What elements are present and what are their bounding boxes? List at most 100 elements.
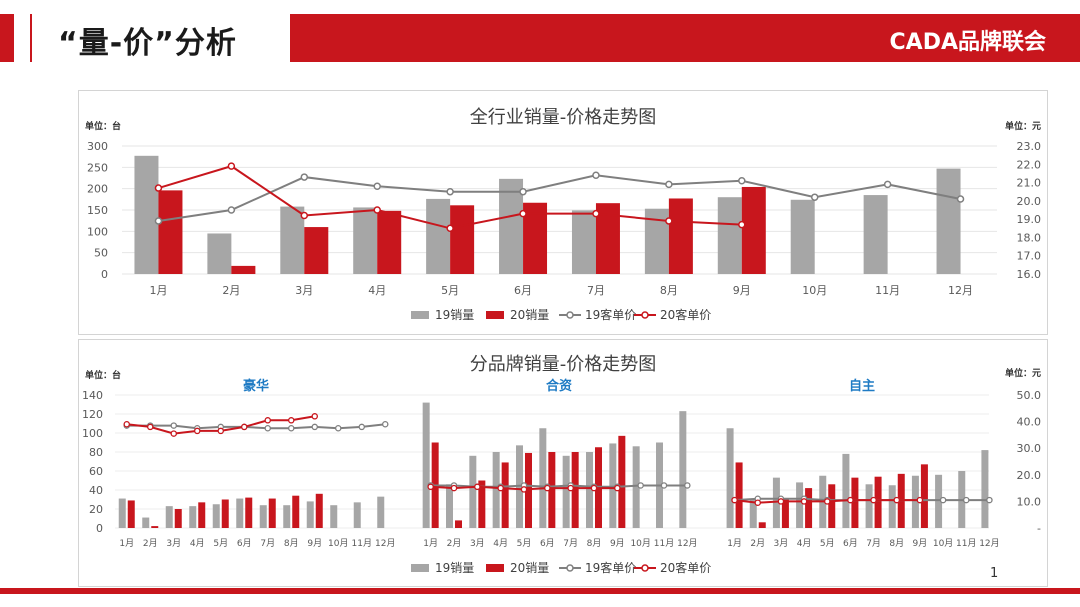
y-tick-label: 40 (89, 484, 103, 497)
x-tick-label: 10月 (630, 538, 650, 549)
x-tick-label: 5月 (213, 538, 228, 549)
bar-19-sales (499, 178, 524, 274)
bar-19-sales (571, 210, 596, 274)
line-20-unit-price-point (824, 498, 831, 505)
legend-label: 20销量 (510, 561, 549, 575)
group-label: 合资 (546, 378, 572, 394)
y2-tick-label: 19.0 (1017, 213, 1042, 226)
bar-19-sales (749, 498, 757, 528)
legend-swatch (566, 564, 574, 572)
legend-label: 19客单价 (585, 307, 636, 322)
y2-tick-label: 30.0 (1017, 442, 1042, 455)
x-tick-label: 1月 (149, 284, 167, 297)
line-19-unit-price-point (810, 193, 819, 201)
line-20-unit-price-point (497, 484, 504, 492)
x-tick-label: 8月 (889, 538, 904, 549)
line-20-unit-price-point (450, 484, 458, 492)
line-19-unit-price-point (956, 195, 965, 203)
line-19-unit-price-point (287, 425, 295, 432)
bar-20-sales (268, 498, 276, 528)
y2-tick-label: 23.0 (1017, 140, 1042, 153)
group-label: 豪华 (243, 378, 269, 394)
x-tick-label: 12月 (979, 538, 999, 549)
x-tick-label: 8月 (587, 538, 602, 549)
line-20-unit-price-point (665, 217, 673, 225)
x-tick-label: 3月 (166, 538, 181, 549)
line-20-unit-price-point (777, 498, 785, 505)
bar-19-sales (446, 484, 453, 528)
bar-19-sales (842, 453, 850, 528)
bar-19-sales (353, 207, 378, 274)
x-tick-label: 2月 (447, 538, 462, 549)
bar-19-sales (539, 428, 547, 528)
line-19-unit-price-point (446, 187, 454, 196)
x-tick-label: 11月 (956, 538, 976, 549)
line-19-unit-price-point (684, 482, 691, 489)
line-20-unit-price-point (446, 224, 454, 233)
line-19-unit-price-point (311, 423, 318, 431)
page-number: 1 (990, 566, 999, 581)
bar-20-sales (571, 452, 579, 528)
x-tick-label: 6月 (514, 284, 532, 297)
bar-19-sales (426, 198, 451, 274)
y-tick-label: 120 (82, 408, 103, 421)
bar-20-sales (618, 435, 626, 528)
line-19-unit-price-point (154, 217, 163, 225)
x-tick-label: 11月 (654, 538, 674, 549)
line-20-unit-price-point (373, 206, 381, 214)
bar-19-sales (632, 446, 640, 528)
line-19-unit-price-point (264, 425, 271, 432)
y-tick-label: 140 (82, 389, 103, 402)
bar-20-sales (127, 500, 135, 528)
bar-19-sales (888, 485, 896, 528)
bar-20-sales (174, 509, 182, 528)
bar-20-sales (828, 484, 836, 528)
line-20-unit-price-point (311, 413, 318, 420)
legend-label: 19销量 (435, 308, 474, 322)
line-20-unit-price-point (300, 211, 309, 220)
y-axis-unit-label: 单位：台 (85, 369, 121, 381)
x-tick-label: 2月 (750, 538, 765, 549)
line-19-unit-price-point (939, 496, 947, 504)
line-20-unit-price-point (567, 484, 574, 492)
line-20-unit-price-point (240, 423, 248, 431)
bar-20-sales (668, 198, 693, 274)
line-20-unit-price-point (847, 496, 854, 504)
line-20-unit-price-point (123, 421, 131, 428)
bar-19-sales (283, 505, 291, 528)
bar-20-sales (851, 477, 859, 528)
x-tick-label: 8月 (660, 284, 678, 297)
line-19-unit-price-point (665, 180, 673, 189)
bar-20-sales (501, 462, 509, 528)
legend-swatch (641, 564, 649, 572)
y-tick-label: 150 (87, 204, 108, 217)
bar-20-sales (758, 522, 766, 528)
x-tick-label: 2月 (143, 538, 158, 549)
bar-19-sales (609, 443, 617, 528)
bar-20-sales (455, 520, 462, 528)
line-19-unit-price-point (373, 182, 381, 190)
x-tick-label: 4月 (190, 538, 205, 549)
bar-19-sales (422, 402, 430, 528)
line-20-unit-price-point (592, 209, 600, 218)
bar-19-sales (207, 233, 232, 274)
line-20-unit-price-point (738, 220, 746, 229)
x-tick-label: 7月 (587, 284, 605, 297)
line-20-unit-price-point (227, 162, 236, 170)
y-tick-label: 250 (87, 161, 108, 174)
y2-tick-label: 40.0 (1017, 416, 1042, 429)
bar-20-sales (781, 499, 789, 528)
x-tick-label: 1月 (119, 538, 134, 549)
legend-swatch (486, 311, 504, 319)
y2-tick-label: - (1037, 522, 1041, 535)
x-tick-label: 8月 (284, 538, 299, 549)
y2-tick-label: 21.0 (1017, 177, 1042, 190)
line-20-unit-price-point (194, 427, 201, 435)
line-20-unit-price-point (544, 484, 551, 492)
line-19-unit-price-point (963, 496, 970, 504)
y-tick-label: 60 (89, 465, 103, 478)
brand-banner: CADA品牌联会 (290, 14, 1080, 62)
line-19-unit-price-point (227, 206, 236, 214)
x-tick-label: 5月 (517, 538, 532, 549)
bar-19-sales (981, 450, 989, 528)
